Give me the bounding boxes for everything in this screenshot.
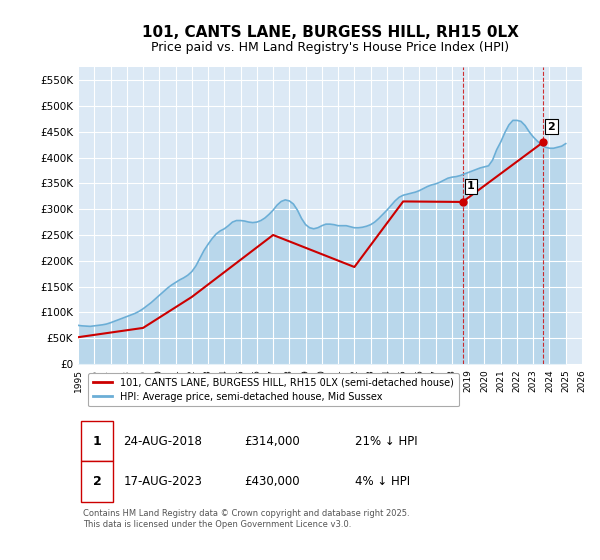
Legend: 101, CANTS LANE, BURGESS HILL, RH15 0LX (semi-detached house), HPI: Average pric: 101, CANTS LANE, BURGESS HILL, RH15 0LX …: [88, 373, 459, 407]
Text: 1: 1: [467, 181, 475, 192]
Text: 4% ↓ HPI: 4% ↓ HPI: [355, 475, 410, 488]
Text: £430,000: £430,000: [244, 475, 300, 488]
Text: 2: 2: [93, 475, 101, 488]
Text: Price paid vs. HM Land Registry's House Price Index (HPI): Price paid vs. HM Land Registry's House …: [151, 41, 509, 54]
Text: 24-AUG-2018: 24-AUG-2018: [124, 435, 202, 447]
Text: 101, CANTS LANE, BURGESS HILL, RH15 0LX: 101, CANTS LANE, BURGESS HILL, RH15 0LX: [142, 25, 518, 40]
FancyBboxPatch shape: [80, 461, 113, 502]
Text: £314,000: £314,000: [244, 435, 300, 447]
Text: 2: 2: [548, 122, 556, 132]
Text: 1: 1: [93, 435, 101, 447]
FancyBboxPatch shape: [80, 421, 113, 461]
Text: 21% ↓ HPI: 21% ↓ HPI: [355, 435, 418, 447]
Text: 17-AUG-2023: 17-AUG-2023: [124, 475, 202, 488]
Text: Contains HM Land Registry data © Crown copyright and database right 2025.
This d: Contains HM Land Registry data © Crown c…: [83, 509, 410, 529]
